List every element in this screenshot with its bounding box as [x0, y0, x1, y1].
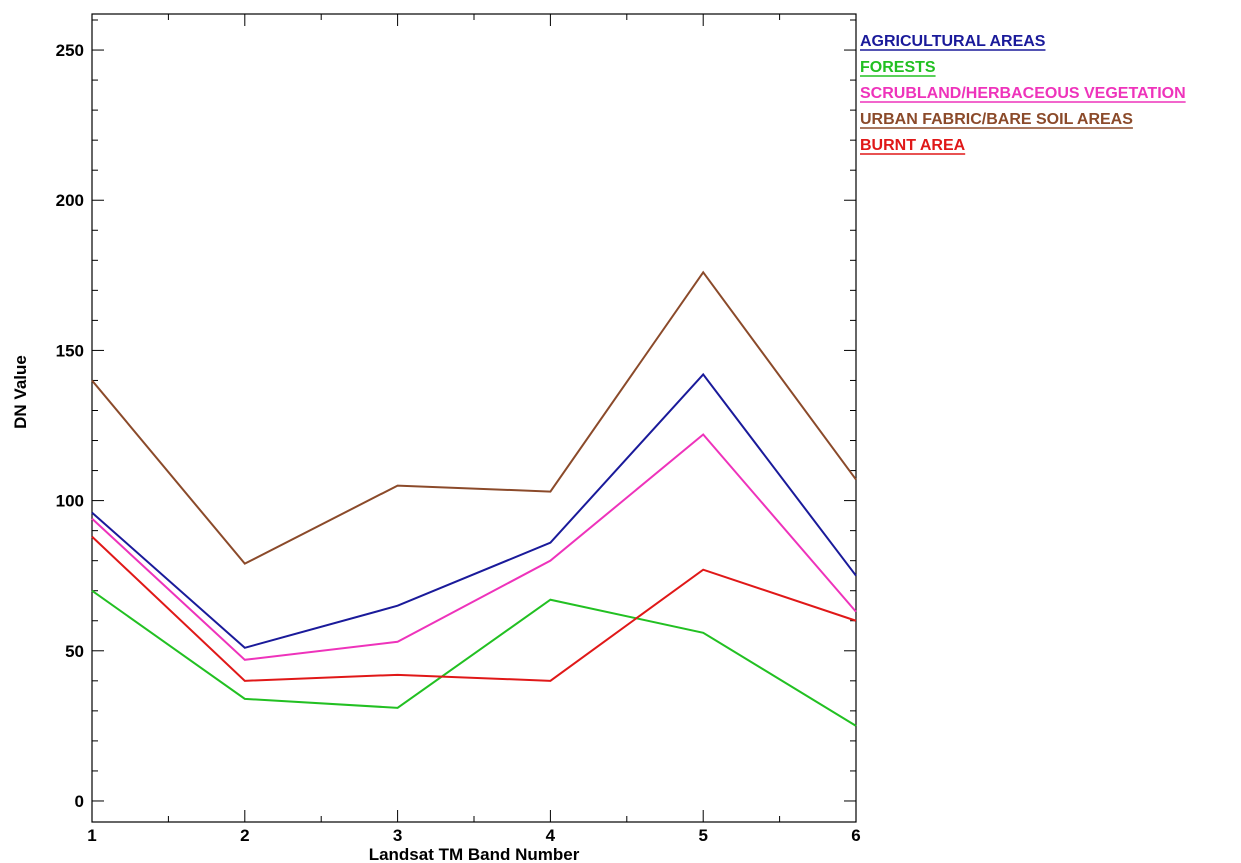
- x-tick-label: 6: [851, 826, 860, 845]
- series-line: [91, 535, 857, 682]
- x-axis-label: Landsat TM Band Number: [369, 845, 580, 863]
- axis-ticks: [91, 14, 857, 822]
- x-tick-label: 5: [698, 826, 707, 845]
- y-axis-label: DN Value: [11, 355, 30, 429]
- y-tick-label: 100: [56, 492, 84, 511]
- x-tick-label: 1: [87, 826, 96, 845]
- tick-labels: 1 2 3 4 5 6 0 50 100 150 200 250: [56, 41, 861, 845]
- series-line: [91, 589, 857, 727]
- legend-entry: FORESTS: [860, 59, 936, 76]
- legend-entry: BURNT AREA: [860, 137, 966, 154]
- y-tick-label: 0: [75, 792, 84, 811]
- plot-frame: [91, 13, 857, 823]
- legend-entry: SCRUBLAND/HERBACEOUS VEGETATION: [860, 85, 1186, 102]
- legend: AGRICULTURAL AREAS FORESTS SCRUBLAND/HERBA…: [860, 33, 1186, 155]
- y-tick-label: 150: [56, 341, 84, 360]
- y-tick-label: 250: [56, 41, 84, 60]
- y-tick-label: 50: [65, 642, 84, 661]
- series-line: [91, 433, 857, 661]
- x-tick-label: 3: [393, 826, 402, 845]
- legend-entry: AGRICULTURAL AREAS: [860, 33, 1046, 50]
- x-tick-label: 4: [546, 826, 556, 845]
- series-line: [91, 270, 857, 565]
- series-line: [91, 372, 857, 649]
- series-lines: [91, 270, 857, 727]
- legend-entry: URBAN FABRIC/BARE SOIL AREAS: [860, 111, 1133, 128]
- x-tick-label: 2: [240, 826, 249, 845]
- y-tick-label: 200: [56, 191, 84, 210]
